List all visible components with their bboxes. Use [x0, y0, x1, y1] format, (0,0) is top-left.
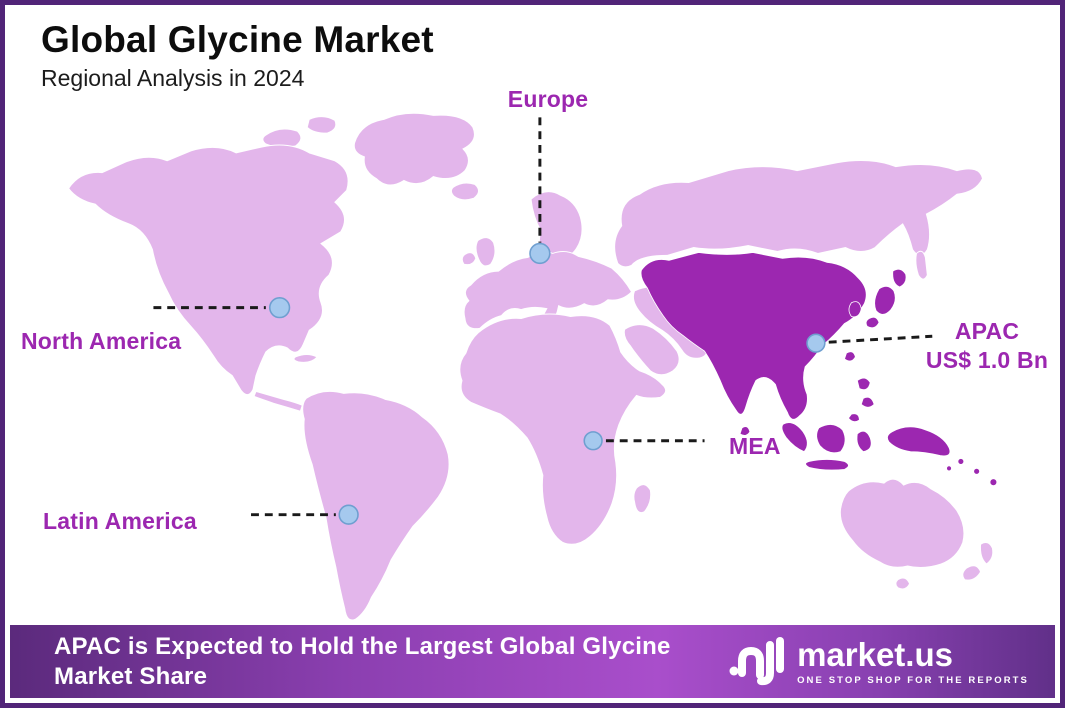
- landmass-taiwan: [844, 351, 856, 362]
- page-subtitle: Regional Analysis in 2024: [41, 65, 305, 92]
- region-label-latin-america: Latin America: [43, 508, 197, 534]
- landmass-caribbean: [293, 354, 318, 363]
- landmass-madagascar: [633, 484, 652, 514]
- footer-banner: APAC is Expected to Hold the Largest Glo…: [10, 625, 1055, 698]
- landmass-africa: [459, 313, 667, 545]
- landmass-greenland: [353, 112, 475, 186]
- landmass-arctic-islands: [262, 116, 337, 148]
- region-value-apac: US$ 1.0 Bn: [925, 346, 1049, 373]
- landmass-british-isles: [461, 237, 496, 267]
- latin-america-marker: [338, 504, 359, 525]
- landmass-korea: [848, 301, 862, 318]
- region-label-europe: Europe: [507, 86, 589, 112]
- landmass-europe: [463, 250, 633, 335]
- landmass-pacific-island: [946, 465, 952, 472]
- footer-headline: APAC is Expected to Hold the Largest Glo…: [54, 632, 671, 690]
- landmass-arabia: [623, 324, 680, 376]
- landmass-tasmania: [895, 577, 911, 590]
- landmass-group-apac: [640, 252, 998, 487]
- landmass-north-america: [68, 144, 349, 396]
- landmass-sakhalin: [915, 250, 928, 280]
- brand-tagline: ONE STOP SHOP FOR THE REPORTS: [797, 674, 1029, 686]
- apac-marker: [806, 333, 826, 353]
- landmass-indonesia: [781, 422, 872, 471]
- region-label-apac: APAC US$ 1.0 Bn: [926, 317, 1048, 375]
- landmass-south-america: [302, 390, 450, 621]
- landmass-pacific-island: [973, 467, 980, 475]
- landmass-apac-mainland: [640, 252, 867, 420]
- landmass-new-guinea: [887, 426, 951, 457]
- page-title: Global Glycine Market: [41, 19, 434, 60]
- region-label-north-america: North America: [21, 328, 182, 354]
- market-us-logo-icon: [729, 636, 785, 685]
- landmass-iceland: [450, 182, 480, 201]
- europe-marker: [529, 242, 551, 265]
- landmass-pacific-island: [957, 458, 965, 465]
- north-america-marker: [268, 297, 291, 319]
- landmass-australia: [839, 478, 965, 569]
- leader-lines-and-markers: [153, 117, 933, 525]
- landmass-sri-lanka: [739, 426, 751, 436]
- landmass-new-zealand: [962, 542, 994, 581]
- header: Global Glycine Market Regional Analysis …: [41, 17, 434, 92]
- region-label-apac-name: APAC: [954, 318, 1020, 344]
- landmass-philippines: [847, 377, 875, 423]
- landmass-japan: [865, 268, 907, 329]
- apac-leader-line: [828, 334, 933, 344]
- brand-text: market.us ONE STOP SHOP FOR THE REPORTS: [797, 638, 1029, 686]
- brand-name: market.us: [797, 635, 953, 673]
- mea-marker: [583, 431, 603, 451]
- landmass-group-default: [68, 112, 994, 621]
- landmass-fiji: [989, 478, 998, 487]
- brand-lockup: market.us ONE STOP SHOP FOR THE REPORTS: [727, 635, 1055, 689]
- region-label-mea: MEA: [729, 433, 781, 459]
- world-map: [68, 112, 998, 621]
- landmass-russia: [614, 160, 984, 268]
- landmass-central-america: [253, 390, 303, 412]
